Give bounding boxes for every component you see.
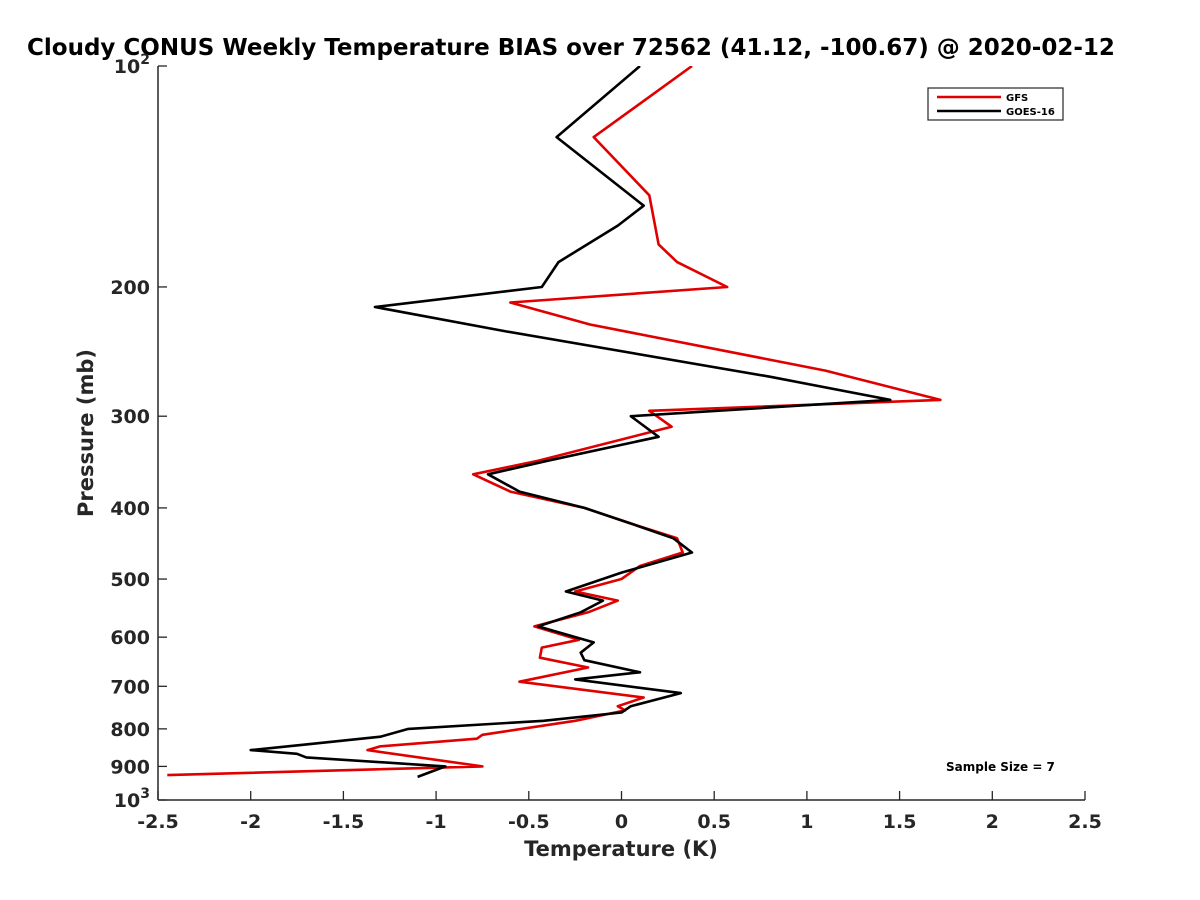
y-axis-label: Pressure (mb) xyxy=(74,349,98,517)
legend-box xyxy=(927,87,1064,121)
y-tick-label: 600 xyxy=(110,627,150,649)
y-tick-label: 400 xyxy=(110,498,150,520)
x-tick-label: -2.5 xyxy=(137,811,179,833)
y-tick-label: 103 xyxy=(114,786,150,812)
y-tick-label: 700 xyxy=(110,676,150,698)
y-tick-label: 800 xyxy=(110,719,150,741)
x-tick-label: -1 xyxy=(426,811,447,833)
x-axis-ticks: -2.5 -2 -1.5 -1 -0.5 0 0.5 1 1.5 2 2.5 xyxy=(137,791,1102,833)
legend-label-gfs: GFS xyxy=(1006,93,1028,104)
sample-size-annotation: Sample Size = 7 xyxy=(946,760,1055,774)
x-axis-label: Temperature (K) xyxy=(524,837,718,861)
x-tick-label: 1 xyxy=(800,811,813,833)
x-tick-label: 0 xyxy=(615,811,628,833)
y-tick-label: 300 xyxy=(110,406,150,428)
legend-label-goes16: GOES-16 xyxy=(1006,107,1055,118)
chart-title: Cloudy CONUS Weekly Temperature BIAS ove… xyxy=(27,35,1115,61)
legend: GFS GOES-16 xyxy=(927,87,1064,121)
series-layer xyxy=(167,66,942,779)
y-tick-label: 500 xyxy=(110,569,150,591)
x-tick-label: -2 xyxy=(240,811,261,833)
x-tick-label: 2 xyxy=(986,811,999,833)
y-tick-label: 102 xyxy=(114,52,150,78)
y-axis-ticks: 102 200 300 400 500 600 700 800 900 103 xyxy=(110,52,167,812)
x-tick-label: 1.5 xyxy=(883,811,917,833)
x-tick-label: 0.5 xyxy=(697,811,731,833)
y-tick-label: 200 xyxy=(110,277,150,299)
y-tick-label: 900 xyxy=(110,756,150,778)
series-line-goes16 xyxy=(249,66,892,779)
x-tick-label: -1.5 xyxy=(323,811,365,833)
plot-area xyxy=(158,66,1085,800)
x-tick-label: 2.5 xyxy=(1068,811,1102,833)
x-tick-label: -0.5 xyxy=(508,811,550,833)
